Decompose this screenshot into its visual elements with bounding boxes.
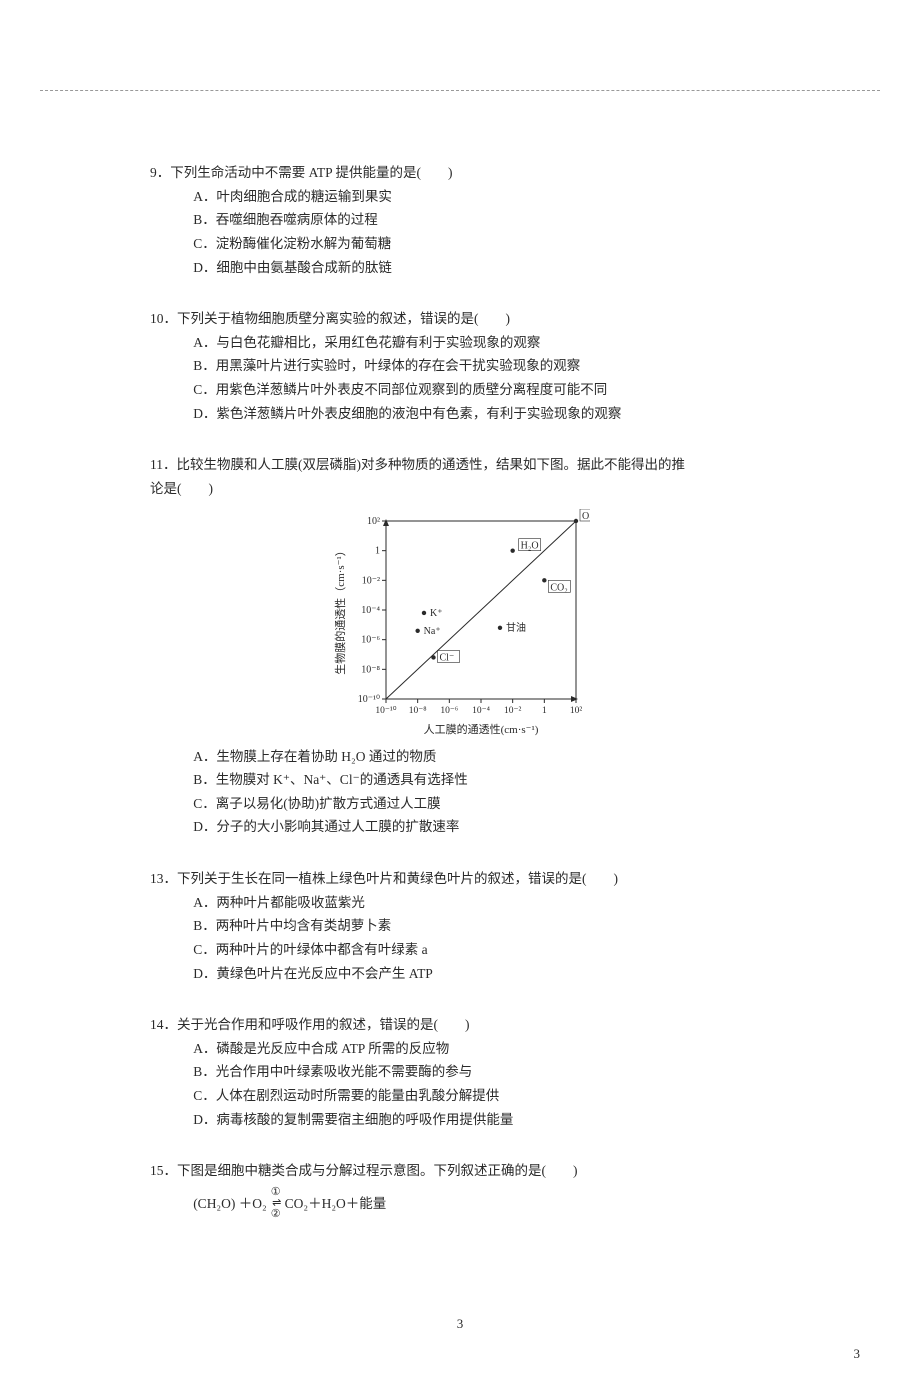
svg-text:10⁻¹⁰: 10⁻¹⁰ [358, 694, 380, 705]
q9-stem: 9．下列生命活动中不需要 ATP 提供能量的是( ) [150, 161, 770, 185]
svg-text:O₂: O₂ [582, 511, 590, 522]
q9-option-c: C．淀粉酶催化淀粉水解为葡萄糖 [193, 232, 770, 256]
q11-chart: 10² 1 10⁻² 10⁻⁴ 10⁻⁶ 10⁻⁸ 10⁻¹⁰10⁻¹⁰ 10⁻⁸ 10⁻⁶ 10… [330, 509, 590, 739]
svg-text:1: 1 [375, 545, 380, 556]
q15-eq-left: (CH₂O) ＋O₂ [193, 1192, 267, 1216]
svg-text:K⁺: K⁺ [430, 607, 443, 618]
q9-option-b: B．吞噬细胞吞噬病原体的过程 [193, 208, 770, 232]
question-15: 15．下图是细胞中糖类合成与分解过程示意图。下列叙述正确的是( ) (CH₂O)… [150, 1159, 770, 1220]
question-9: 9．下列生命活动中不需要 ATP 提供能量的是( ) A．叶肉细胞合成的糖运输到… [150, 161, 770, 279]
q15-stem: 15．下图是细胞中糖类合成与分解过程示意图。下列叙述正确的是( ) [150, 1159, 770, 1183]
svg-text:人工膜的通透性(cm·s⁻¹): 人工膜的通透性(cm·s⁻¹) [424, 722, 539, 736]
svg-text:10⁻⁸: 10⁻⁸ [361, 664, 380, 675]
q14-option-d: D．病毒核酸的复制需要宿主细胞的呼吸作用提供能量 [193, 1108, 770, 1132]
q10-option-b: B．用黑藻叶片进行实验时，叶绿体的存在会干扰实验现象的观察 [193, 354, 770, 378]
svg-text:10⁻⁴: 10⁻⁴ [361, 605, 380, 616]
question-11: 11．比较生物膜和人工膜(双层磷脂)对多种物质的通透性，结果如下图。据此不能得出… [150, 453, 770, 839]
page-body: 9．下列生命活动中不需要 ATP 提供能量的是( ) A．叶肉细胞合成的糖运输到… [0, 91, 920, 1288]
q13-option-b: B．两种叶片中均含有类胡萝卜素 [193, 914, 770, 938]
q13-option-a: A．两种叶片都能吸收蓝紫光 [193, 891, 770, 915]
q13-option-d: D．黄绿色叶片在光反应中不会产生 ATP [193, 962, 770, 986]
q11-option-d: D．分子的大小影响其通过人工膜的扩散速率 [193, 815, 770, 839]
q14-option-c: C．人体在剧烈运动时所需要的能量由乳酸分解提供 [193, 1084, 770, 1108]
svg-text:10⁻²: 10⁻² [504, 706, 522, 716]
svg-text:10⁻¹⁰: 10⁻¹⁰ [375, 705, 396, 716]
page-number-right: 3 [854, 1346, 861, 1362]
svg-text:CO₂: CO₂ [550, 582, 567, 593]
svg-text:H₂O: H₂O [521, 540, 539, 551]
q14-option-a: A．磷酸是光反应中合成 ATP 所需的反应物 [193, 1037, 770, 1061]
question-10: 10．下列关于植物细胞质壁分离实验的叙述，错误的是( ) A．与白色花瓣相比，采… [150, 307, 770, 425]
q9-option-a: A．叶肉细胞合成的糖运输到果实 [193, 185, 770, 209]
q10-option-c: C．用紫色洋葱鳞片叶外表皮不同部位观察到的质壁分离程度可能不同 [193, 378, 770, 402]
q10-option-d: D．紫色洋葱鳞片叶外表皮细胞的液泡中有色素，有利于实验现象的观察 [193, 402, 770, 426]
q9-option-d: D．细胞中由氨基酸合成新的肽链 [193, 256, 770, 280]
q15-eq-right: CO₂＋H₂O＋能量 [285, 1192, 387, 1216]
svg-text:10²: 10² [570, 706, 583, 716]
q11-option-c: C．离子以易化(协助)扩散方式通过人工膜 [193, 792, 770, 816]
q11-stem-line1: 11．比较生物膜和人工膜(双层磷脂)对多种物质的通透性，结果如下图。据此不能得出… [150, 453, 770, 477]
q13-stem: 13．下列关于生长在同一植株上绿色叶片和黄绿色叶片的叙述，错误的是( ) [150, 867, 770, 891]
svg-text:10⁻⁴: 10⁻⁴ [472, 706, 491, 716]
svg-text:10⁻⁸: 10⁻⁸ [409, 706, 427, 716]
svg-text:10⁻⁶: 10⁻⁶ [440, 706, 458, 716]
q15-eq-bottom: ② [271, 1209, 281, 1220]
q11-stem-line2: 论是( ) [150, 477, 770, 501]
svg-text:甘油: 甘油 [506, 620, 526, 633]
svg-text:1: 1 [542, 706, 547, 716]
svg-text:10²: 10² [367, 516, 380, 527]
q14-option-b: B．光合作用中叶绿素吸收光能不需要酶的参与 [193, 1060, 770, 1084]
q10-stem: 10．下列关于植物细胞质壁分离实验的叙述，错误的是( ) [150, 307, 770, 331]
svg-text:Na⁺: Na⁺ [424, 625, 441, 636]
q15-eq-arrows: ① ⇌ ② [269, 1187, 283, 1220]
page-number-center: 3 [0, 1316, 920, 1332]
svg-text:10⁻⁶: 10⁻⁶ [361, 634, 380, 645]
q11-option-a: A．生物膜上存在着协助 H₂O 通过的物质 [193, 745, 770, 769]
question-13: 13．下列关于生长在同一植株上绿色叶片和黄绿色叶片的叙述，错误的是( ) A．两… [150, 867, 770, 985]
q11-option-b: B．生物膜对 K⁺、Na⁺、Cl⁻的通透具有选择性 [193, 768, 770, 792]
svg-text:10⁻²: 10⁻² [362, 575, 380, 586]
svg-text:Cl⁻: Cl⁻ [440, 652, 455, 663]
q14-stem: 14．关于光合作用和呼吸作用的叙述，错误的是( ) [150, 1013, 770, 1037]
q13-option-c: C．两种叶片的叶绿体中都含有叶绿素 a [193, 938, 770, 962]
question-14: 14．关于光合作用和呼吸作用的叙述，错误的是( ) A．磷酸是光反应中合成 AT… [150, 1013, 770, 1131]
q15-equation: (CH₂O) ＋O₂ ① ⇌ ② CO₂＋H₂O＋能量 [150, 1187, 770, 1220]
svg-text:生物膜的通透性（cm·s⁻¹）: 生物膜的通透性（cm·s⁻¹） [333, 545, 347, 675]
q10-option-a: A．与白色花瓣相比，采用红色花瓣有利于实验现象的观察 [193, 331, 770, 355]
q11-chart-wrap: 10² 1 10⁻² 10⁻⁴ 10⁻⁶ 10⁻⁸ 10⁻¹⁰10⁻¹⁰ 10⁻⁸ 10⁻⁶ 10… [150, 509, 770, 739]
